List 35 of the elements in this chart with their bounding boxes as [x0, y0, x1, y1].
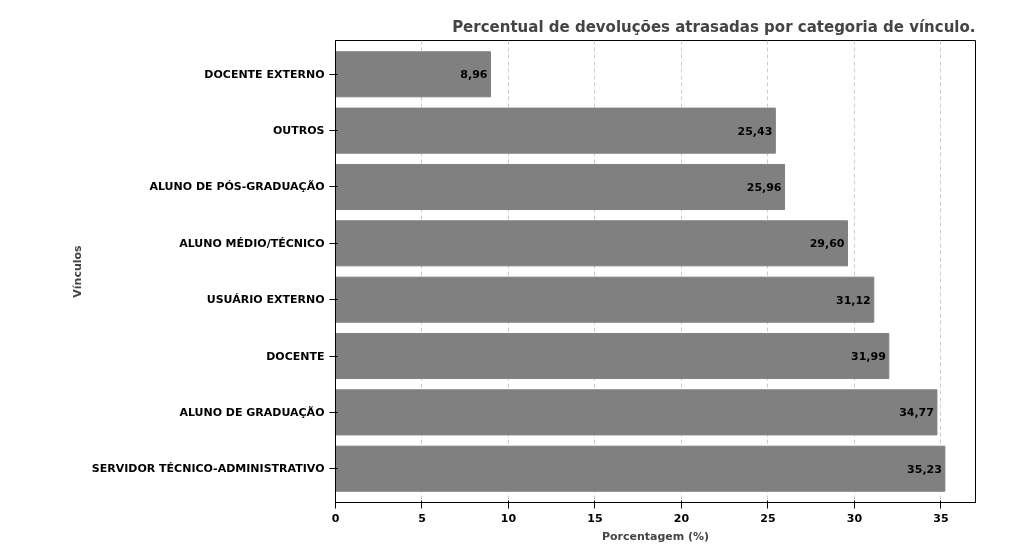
bar [335, 51, 491, 98]
bar [335, 163, 786, 211]
bar [335, 220, 848, 267]
data-label: 34,77 [899, 406, 934, 420]
y-tick-label: OUTROS [272, 124, 325, 138]
x-axis-title: Porcentagem (%) [601, 529, 710, 543]
bar [335, 445, 946, 492]
x-tick-label: 0 [331, 511, 340, 525]
y-tick-label: ALUNO DE PÓS-GRADUAÇÃO [149, 180, 325, 194]
bar [335, 332, 890, 380]
y-tick-label: ALUNO MÉDIO/TÉCNICO [179, 236, 325, 250]
x-tick-label: 25 [760, 511, 776, 525]
x-tick-label: 30 [846, 511, 863, 525]
data-label: 25,43 [737, 124, 773, 138]
data-label: 31,12 [836, 293, 871, 307]
bar [335, 276, 875, 323]
data-label: 25,96 [746, 180, 782, 194]
y-tick-label: USUÁRIO EXTERNO [206, 293, 325, 307]
data-label: 35,23 [907, 462, 942, 476]
data-label: 29,60 [809, 237, 845, 251]
y-tick-label: SERVIDOR TÉCNICO-ADMINISTRATIVO [91, 462, 325, 476]
y-tick-label: ALUNO DE GRADUAÇÃO [179, 405, 325, 419]
y-tick-label: DOCENTE [266, 349, 325, 363]
x-tick-label: 20 [673, 511, 690, 525]
bar [335, 107, 776, 154]
y-axis-title: Vínculos [70, 244, 84, 298]
data-label: 8,96 [460, 68, 488, 82]
y-tick-label: DOCENTE EXTERNO [204, 67, 325, 81]
x-tick-label: 10 [500, 511, 517, 525]
bar [335, 389, 938, 436]
chart-title: Percentual de devoluções atrasadas por categoria de vínculo. [452, 17, 976, 36]
x-tick-label: 35 [933, 511, 949, 525]
x-tick-label: 15 [587, 511, 603, 525]
data-label: 31,99 [851, 350, 886, 364]
x-tick-label: 5 [418, 511, 426, 525]
